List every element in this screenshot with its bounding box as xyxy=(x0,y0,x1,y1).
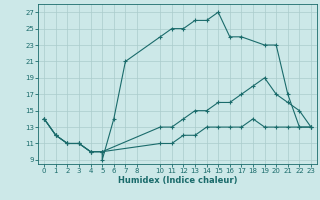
X-axis label: Humidex (Indice chaleur): Humidex (Indice chaleur) xyxy=(118,176,237,185)
